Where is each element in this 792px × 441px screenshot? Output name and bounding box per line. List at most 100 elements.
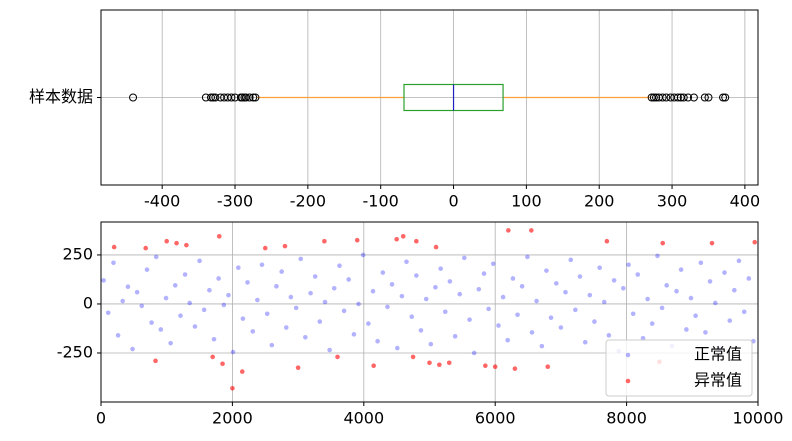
point <box>346 277 351 282</box>
point <box>230 349 236 355</box>
point <box>385 304 390 310</box>
point <box>360 252 366 258</box>
x-tick-label: -300 <box>217 192 253 211</box>
point <box>428 341 434 347</box>
point <box>554 281 559 286</box>
point <box>558 325 564 330</box>
point <box>427 360 432 366</box>
point <box>649 321 655 326</box>
point <box>192 324 198 329</box>
point <box>216 276 221 281</box>
legend-marker <box>625 378 631 384</box>
outlier <box>249 93 258 102</box>
point <box>601 299 607 305</box>
point <box>630 311 636 317</box>
point <box>226 292 231 298</box>
point <box>293 305 299 311</box>
point <box>693 313 698 319</box>
point <box>230 385 235 391</box>
point <box>303 334 308 340</box>
point <box>394 236 399 242</box>
outlier <box>673 93 682 102</box>
point <box>149 320 154 325</box>
point <box>688 295 694 301</box>
point <box>736 258 742 264</box>
x-tick-label: 0 <box>96 409 106 428</box>
point <box>210 354 215 360</box>
point <box>279 269 284 274</box>
point <box>184 242 189 248</box>
point <box>698 260 704 266</box>
point <box>250 329 256 334</box>
point <box>399 293 405 299</box>
x-tick-label: 2000 <box>212 409 253 428</box>
outlier <box>251 93 260 102</box>
point <box>476 286 482 292</box>
axes-frame <box>100 221 759 403</box>
point <box>240 316 246 321</box>
point <box>335 354 340 360</box>
point <box>395 345 400 351</box>
point <box>512 366 518 371</box>
point <box>703 330 708 335</box>
point <box>111 244 117 250</box>
point <box>220 361 225 367</box>
point <box>134 289 140 295</box>
legend-label: 正常值 <box>694 345 742 364</box>
outlier <box>662 93 671 102</box>
x-tick-label: 300 <box>657 192 688 211</box>
point <box>467 317 472 322</box>
point <box>197 258 202 264</box>
point <box>678 267 684 272</box>
point <box>707 279 713 284</box>
point <box>529 330 535 335</box>
point <box>529 228 534 233</box>
y-tick-label: 250 <box>62 244 93 263</box>
point <box>404 259 409 265</box>
point <box>144 267 150 272</box>
point <box>262 245 268 251</box>
x-tick-label: -400 <box>144 192 180 211</box>
point <box>712 300 718 306</box>
x-tick-label: 100 <box>511 192 542 211</box>
point <box>111 260 116 266</box>
point <box>264 311 270 317</box>
point <box>211 336 217 342</box>
point <box>539 343 545 349</box>
point <box>483 363 488 369</box>
point <box>746 276 752 281</box>
point <box>201 307 207 313</box>
point <box>433 284 438 290</box>
outlier <box>206 93 215 102</box>
point <box>221 302 227 308</box>
point <box>577 274 583 279</box>
axes-frame <box>100 9 759 186</box>
point <box>664 283 669 288</box>
point <box>732 287 737 293</box>
point <box>274 284 279 289</box>
x-tick-label: 6000 <box>475 409 516 428</box>
point <box>486 306 491 312</box>
point <box>356 301 361 307</box>
point <box>389 282 395 287</box>
x-tick-label: 10000 <box>733 409 784 428</box>
point <box>604 238 610 244</box>
y-tick-label: -250 <box>57 342 93 361</box>
point <box>380 270 386 275</box>
point <box>442 309 448 315</box>
point <box>139 303 145 309</box>
point <box>492 364 498 370</box>
point <box>153 358 158 364</box>
x-tick-label: -200 <box>290 192 326 211</box>
point <box>481 271 487 276</box>
point <box>370 288 376 294</box>
point <box>433 244 439 250</box>
point <box>626 262 631 268</box>
point <box>337 263 342 269</box>
outlier <box>245 93 254 102</box>
point <box>515 312 520 318</box>
point <box>269 342 275 348</box>
point <box>462 255 467 261</box>
legend-marker <box>625 352 631 358</box>
point <box>446 360 452 366</box>
